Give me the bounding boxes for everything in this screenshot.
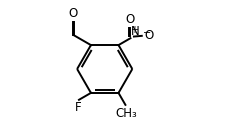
Text: O: O: [124, 13, 134, 26]
Text: −: −: [143, 28, 151, 38]
Text: +: +: [130, 25, 138, 35]
Text: N: N: [130, 25, 139, 38]
Text: F: F: [75, 101, 81, 114]
Text: CH₃: CH₃: [115, 107, 136, 120]
Text: O: O: [144, 29, 153, 42]
Text: O: O: [68, 7, 78, 20]
